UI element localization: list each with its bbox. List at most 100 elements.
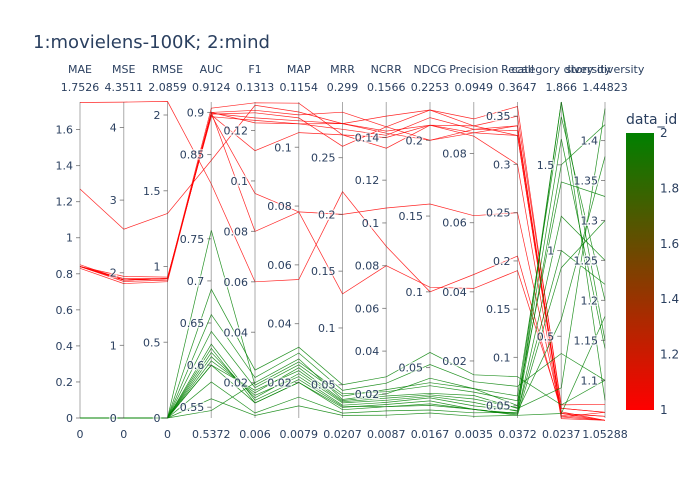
axis-tick-label: 0.08	[442, 148, 467, 161]
axis-tick-label: 0.02	[442, 355, 467, 368]
axis-title: Precision	[449, 63, 498, 76]
axis-tick-label: 0.1	[231, 175, 249, 188]
polyline-data-1-9	[79, 104, 606, 418]
axis-tick-label: 1.4	[56, 160, 74, 173]
axis-title: category diversity	[511, 63, 611, 76]
colorbar-tick-label: 1.8	[660, 181, 679, 195]
axis-tick-label: 0.1	[406, 286, 424, 299]
axis-tick-label: 0.35	[486, 110, 511, 123]
axis-tick-label: 0.25	[311, 152, 336, 165]
axis-tick-label: 1.6	[56, 124, 74, 137]
axis-tick-label: 0.2	[493, 255, 511, 268]
axis-tick-label: 1.35	[574, 175, 599, 188]
axis-tick-label: 0.05	[399, 362, 424, 375]
axis-tick-label: 0.12	[224, 124, 249, 137]
axis-tick-label: 0.85	[180, 149, 205, 162]
axis-tick-label: 1	[547, 245, 554, 258]
axis-tick-label: 0.6	[187, 359, 205, 372]
axis-range-max: 4.3511	[105, 81, 144, 94]
axis-tick-label: 1.3	[581, 214, 599, 227]
axis-tick-label: 0.05	[311, 379, 336, 392]
axis-0: MAE 1.7526 00 0.2 0.4 0.6 0.8 1 1.2 1.4 1.6	[54, 63, 99, 441]
axis-tick-label: 0.12	[355, 174, 380, 187]
axis-7: NCRR 0.1566 0.0087 0.02 0.04 0.06 0.08 0.1 0.12 0…	[353, 63, 406, 441]
axis-tick-label: 0.08	[224, 225, 249, 238]
axis-tick-label: 0.65	[180, 317, 205, 330]
axis-range-max: 0.1154	[280, 81, 319, 94]
axis-tick-label: 1.4	[581, 135, 599, 148]
axis-tick-label: 0.02	[267, 376, 292, 389]
axis-tick-label: 0.06	[224, 276, 249, 289]
axis-5: MAP 0.1154 0.0079 0.02 0.04 0.06 0.08 0.1	[266, 63, 319, 441]
colorbar-title: data_id	[626, 112, 677, 128]
axis-1: MSE 4.3511 00 1 2 3 4	[105, 63, 144, 441]
axis-tick-label: 0.04	[442, 286, 467, 299]
axis-range-max: 0.1566	[367, 81, 406, 94]
axis-9: Precision 0.0949 0.0035 0.02 0.04 0.06 0.08	[441, 63, 499, 441]
axis-range-max: 1.44823	[582, 81, 628, 94]
axis-title: RMSE	[152, 63, 183, 76]
axis-2: RMSE 2.0859 00 0.5 1 1.5 2	[142, 63, 187, 441]
axis-tick-label: 0.5	[143, 336, 161, 349]
axis-tick-label: 0.08	[267, 200, 292, 213]
axis-8: NDCG 0.2253 0.0167 0.05 0.1 0.15 0.2	[397, 63, 450, 441]
axis-title: story diversity	[566, 63, 645, 76]
axis-tick-label: 0.02	[224, 377, 249, 390]
axis-range-min: 0.0079	[280, 428, 319, 441]
colorbar-tick-label: 1	[660, 403, 668, 417]
axis-tick-label: 0.05	[486, 400, 511, 413]
axis-tick-label: 1.25	[574, 254, 599, 267]
axis-title: MAE	[68, 63, 92, 76]
colorbar-gradient	[626, 133, 654, 410]
axis-tick-label: 1.1	[581, 374, 599, 387]
axis-title: F1	[248, 63, 261, 76]
axis-title: NCRR	[371, 63, 403, 76]
axis-range-min: 0	[120, 428, 127, 441]
axis-tick-label: 1.15	[574, 334, 599, 347]
axis-title: AUC	[200, 63, 224, 76]
axis-tick-label: 0.5	[537, 330, 555, 343]
axis-tick-label: 0.4	[56, 340, 74, 353]
axis-tick-label: 0.14	[355, 131, 380, 144]
axis-tick-label: 0	[66, 412, 73, 425]
axis-tick-label: 0.75	[180, 233, 205, 246]
axis-tick-label: 0.1	[274, 141, 292, 154]
axis-tick-label: 0.3	[493, 158, 511, 171]
axis-tick-label: 0.2	[318, 208, 336, 221]
axis-11: category diversity 1.866 0.0237 0.5 1 1.5	[511, 63, 611, 441]
axis-tick-label: 0.1	[318, 322, 336, 335]
axis-title: MRR	[330, 63, 355, 76]
axis-tick-label: 0.7	[187, 275, 205, 288]
polyline-data-1-10	[79, 101, 606, 421]
axis-title: MSE	[112, 63, 135, 76]
axis-range-max: 0.0949	[455, 81, 494, 94]
axis-tick-label: 3	[110, 194, 117, 207]
axis-tick-label: 0.9	[187, 106, 205, 119]
axis-tick-label: 0.2	[56, 376, 74, 389]
axis-range-min: 0.006	[239, 428, 271, 441]
axis-tick-label: 1.2	[56, 196, 74, 209]
axis-tick-label: 0.15	[486, 303, 511, 316]
axis-range-min: 0.0035	[455, 428, 494, 441]
axis-tick-label: 0.1	[362, 217, 380, 230]
axis-range-min: 0.0087	[367, 428, 406, 441]
axis-title: MAP	[287, 63, 311, 76]
axis-range-min: 1.05288	[582, 428, 628, 441]
axis-tick-label: 0	[110, 412, 117, 425]
axis-tick-label: 0.25	[486, 207, 511, 220]
axis-tick-label: 0.04	[267, 318, 292, 331]
axis-range-max: 0.9124	[192, 81, 231, 94]
axis-title: Recall	[501, 63, 534, 76]
axis-tick-label: 2	[154, 109, 161, 122]
axis-range-max: 0.299	[327, 81, 359, 94]
axis-range-min: 0	[77, 428, 84, 441]
axis-tick-label: 0.04	[355, 345, 380, 358]
axis-tick-label: 0.1	[493, 351, 511, 364]
axis-tick-label: 1.5	[143, 185, 161, 198]
axis-tick-label: 0.6	[56, 304, 74, 317]
axis-range-max: 0.2253	[411, 81, 450, 94]
axis-tick-label: 0	[154, 412, 161, 425]
axis-tick-label: 0.08	[355, 260, 380, 273]
axis-tick-label: 1	[66, 232, 73, 245]
